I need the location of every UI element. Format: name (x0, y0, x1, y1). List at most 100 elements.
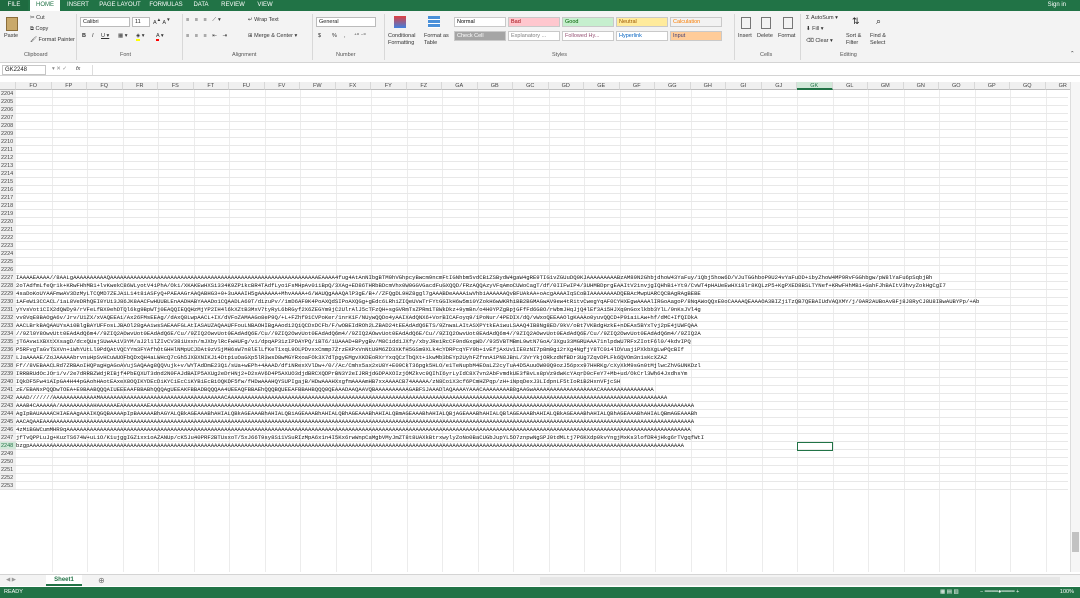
column-header[interactable]: GF (619, 82, 655, 90)
row-header[interactable]: 2231 (0, 306, 16, 314)
column-header[interactable]: GH (690, 82, 726, 90)
row-header[interactable]: 2219 (0, 210, 16, 218)
column-header[interactable]: GJ (761, 82, 797, 90)
cell-style-option[interactable]: Hyperlink (616, 31, 668, 41)
column-header[interactable]: GI (726, 82, 762, 90)
table-row[interactable] (16, 450, 1068, 458)
table-row[interactable] (16, 170, 1068, 178)
table-row[interactable] (16, 234, 1068, 242)
row-header[interactable]: 2222 (0, 234, 16, 242)
tab-formulas[interactable]: FORMULAS (149, 2, 183, 8)
table-row[interactable] (16, 482, 1068, 490)
row-header[interactable]: 2240 (0, 378, 16, 386)
tab-data[interactable]: DATA (193, 2, 209, 8)
table-row[interactable] (16, 266, 1068, 274)
table-row[interactable]: AACLBrkBAQAAUYsAi0BlgBAYUFFosLJBAOl28gAA… (16, 322, 1068, 330)
collapse-ribbon-icon[interactable]: ⌃ (1070, 51, 1075, 57)
row-header[interactable]: 2252 (0, 474, 16, 482)
row-header[interactable]: 2206 (0, 106, 16, 114)
table-row[interactable] (16, 202, 1068, 210)
column-header[interactable]: FU (229, 82, 265, 90)
row-header[interactable]: 2242 (0, 394, 16, 402)
italic-button[interactable]: I (92, 33, 94, 39)
table-row[interactable] (16, 98, 1068, 106)
row-header[interactable]: 2239 (0, 370, 16, 378)
sign-in-link[interactable]: Sign in (1047, 2, 1066, 8)
row-header[interactable]: 2250 (0, 458, 16, 466)
row-header[interactable]: 2226 (0, 266, 16, 274)
table-row[interactable] (16, 122, 1068, 130)
delete-cells-icon[interactable] (761, 17, 771, 29)
insert-cells-button[interactable]: Insert (738, 33, 752, 39)
table-row[interactable] (16, 114, 1068, 122)
cell-style-option[interactable]: Explanatory ... (508, 31, 560, 41)
column-header[interactable]: GC (513, 82, 549, 90)
find-select-button[interactable]: Find & Select (870, 33, 886, 46)
column-header[interactable]: FR (122, 82, 158, 90)
row-header[interactable]: 2249 (0, 450, 16, 458)
row-header[interactable]: 2230 (0, 298, 16, 306)
row-header[interactable]: 2247 (0, 434, 16, 442)
row-header[interactable]: 2235 (0, 338, 16, 346)
column-header[interactable]: GO (939, 82, 975, 90)
table-row[interactable]: vv8VqE8BAOgA6v/Jrv/U1ZX/xVAQEEAi/Ax26FMs… (16, 314, 1068, 322)
table-row[interactable] (16, 242, 1068, 250)
table-row[interactable] (16, 186, 1068, 194)
row-header[interactable]: 2243 (0, 402, 16, 410)
cell-style-option[interactable]: Input (670, 31, 722, 41)
row-header[interactable]: 2216 (0, 186, 16, 194)
sheet-nav-arrows[interactable]: ◀ ▶ (6, 577, 16, 583)
number-format-select[interactable]: General (316, 17, 376, 27)
table-row[interactable] (16, 90, 1068, 98)
cell-style-option[interactable]: Bad (508, 17, 560, 27)
row-header[interactable]: 2212 (0, 154, 16, 162)
borders-button[interactable]: ▦ ▾ (118, 33, 128, 39)
table-row[interactable] (16, 210, 1068, 218)
zoom-slider[interactable]: − ━━━━●━━━━ + (980, 589, 1020, 595)
bold-button[interactable]: B (82, 33, 86, 39)
row-header[interactable]: 2232 (0, 314, 16, 322)
conditional-formatting-icon[interactable] (394, 16, 406, 28)
table-row[interactable]: //9Zl0Y8OwvUtt0EAdAdQ6m4//9ZIQ2AOwvUot0E… (16, 330, 1068, 338)
format-painter-button[interactable]: 🖌 Format Painter (30, 37, 75, 43)
conditional-formatting-button[interactable]: Conditional Formatting (388, 33, 416, 46)
comma-style-button[interactable]: , (344, 33, 346, 39)
row-header[interactable]: 2245 (0, 418, 16, 426)
cell-style-option[interactable]: Followed Hy... (562, 31, 614, 41)
table-row[interactable] (16, 178, 1068, 186)
column-header[interactable]: FW (300, 82, 336, 90)
row-header[interactable]: 2238 (0, 362, 16, 370)
table-row[interactable]: AACAQAAEAAAAAAAAAAAAAAAAAAAAAAAAAAAAAAAA… (16, 418, 1068, 426)
row-header[interactable]: 2217 (0, 194, 16, 202)
table-row[interactable] (16, 466, 1068, 474)
vertical-scrollbar[interactable] (1070, 82, 1080, 572)
tab-review[interactable]: REVIEW (221, 2, 245, 8)
tab-view[interactable]: VIEW (257, 2, 273, 8)
column-header[interactable]: FX (335, 82, 371, 90)
font-size-select[interactable]: 11 (132, 17, 150, 27)
row-header[interactable]: 2251 (0, 466, 16, 474)
table-row[interactable] (16, 474, 1068, 482)
row-header[interactable]: 2227 (0, 274, 16, 282)
table-row[interactable] (16, 162, 1068, 170)
format-cells-icon[interactable] (783, 17, 793, 29)
table-row[interactable] (16, 194, 1068, 202)
column-header[interactable]: GR (1045, 82, 1080, 90)
column-header[interactable]: GM (868, 82, 904, 90)
column-header[interactable]: GA (442, 82, 478, 90)
cut-button[interactable]: ✂ Cut (30, 15, 45, 21)
row-header[interactable]: 2214 (0, 170, 16, 178)
row-header[interactable]: 2209 (0, 130, 16, 138)
row-header[interactable]: 2253 (0, 482, 16, 490)
sheet-tab-sheet1[interactable]: Sheet1 (46, 575, 82, 586)
cell-style-option[interactable]: Neutral (616, 17, 668, 27)
column-header[interactable]: GN (903, 82, 939, 90)
column-header[interactable]: GP (974, 82, 1010, 90)
name-box[interactable]: GK2248 (2, 65, 46, 75)
table-row[interactable] (16, 258, 1068, 266)
row-header[interactable]: 2229 (0, 290, 16, 298)
table-row[interactable]: jfTvQPPLuJg+KuzTS674W+uL1O/K1ujggIGZixx1… (16, 434, 1068, 442)
row-header[interactable]: 2208 (0, 122, 16, 130)
sort-filter-icon[interactable]: ⇅ (852, 16, 860, 26)
table-row[interactable]: IAAAAEAAAA//8AALgAAAAAAAAAAQAAAAAAAAAAAA… (16, 274, 1068, 282)
